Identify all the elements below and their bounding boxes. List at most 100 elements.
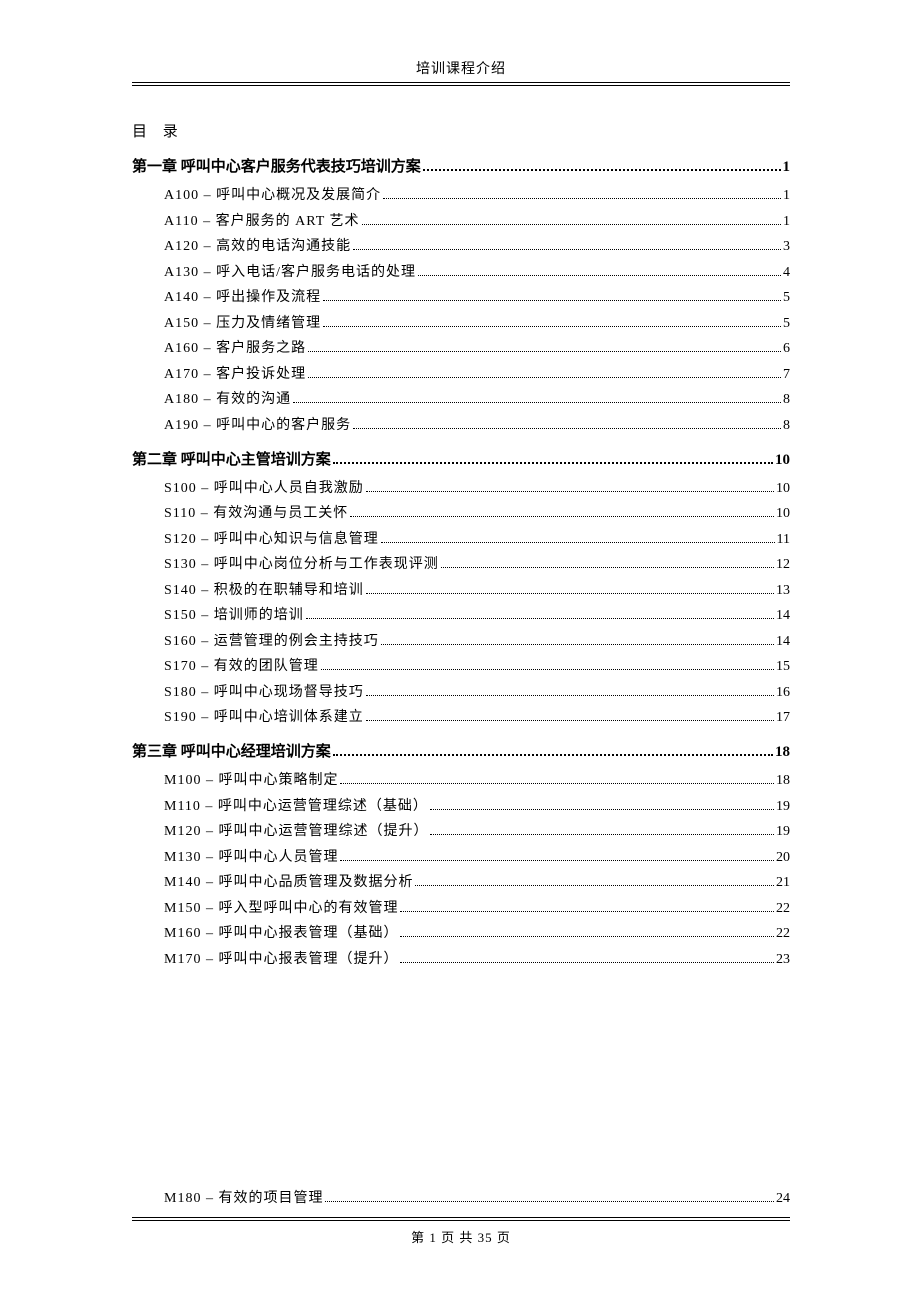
toc-dots: [308, 339, 781, 352]
toc-entry: S170 – 有效的团队管理15: [164, 655, 790, 675]
toc-entry: M100 – 呼叫中心策略制定18: [164, 769, 790, 789]
toc-entry-label: S150 – 培训师的培训: [164, 604, 304, 624]
toc-entry-page: 14: [776, 608, 790, 624]
toc-entry: A120 – 高效的电话沟通技能 3: [164, 235, 790, 255]
toc-entry: S160 – 运营管理的例会主持技巧14: [164, 630, 790, 650]
footer-rule: [132, 1217, 790, 1221]
toc-entry: S140 – 积极的在职辅导和培训13: [164, 579, 790, 599]
toc-chapter: 第二章 呼叫中心主管培训方案 10: [132, 448, 790, 469]
toc-entry: S100 – 呼叫中心人员自我激励 10: [164, 477, 790, 497]
toc-entry-label: M180 – 有效的项目管理: [164, 1187, 323, 1207]
toc-chapter-label: 第一章 呼叫中心客户服务代表技巧培训方案: [132, 155, 421, 176]
toc-entry-page: 22: [776, 901, 790, 917]
toc-chapter: 第一章 呼叫中心客户服务代表技巧培训方案 1: [132, 155, 790, 176]
toc-entry: M150 – 呼入型呼叫中心的有效管理22: [164, 897, 790, 917]
toc-entry-page: 3: [783, 239, 790, 255]
toc-chapter-page: 10: [775, 452, 790, 469]
toc-entry-page: 16: [776, 685, 790, 701]
toc-entry-label: M110 – 呼叫中心运营管理综述（基础）: [164, 795, 428, 815]
toc-dots: [430, 822, 774, 835]
toc-entry-label: M140 – 呼叫中心品质管理及数据分析: [164, 871, 413, 891]
toc-entry-page: 10: [776, 506, 790, 522]
toc-chapter-page: 1: [783, 159, 791, 176]
toc-entry-page: 22: [776, 926, 790, 942]
toc-entry: M170 – 呼叫中心报表管理（提升） 23: [164, 948, 790, 968]
toc-entry-label: A160 – 客户服务之路: [164, 337, 306, 357]
toc-dots: [366, 581, 774, 594]
toc-entry: A140 – 呼出操作及流程5: [164, 286, 790, 306]
toc-entry-page: 23: [776, 952, 790, 968]
toc-entry-page: 4: [783, 265, 790, 281]
toc-entry-page: 5: [783, 290, 790, 306]
toc-dots: [381, 530, 775, 543]
toc-entry-label: A120 – 高效的电话沟通技能: [164, 235, 351, 255]
toc-chapter-label: 第二章 呼叫中心主管培训方案: [132, 448, 331, 469]
header-title: 培训课程介绍: [132, 58, 790, 78]
toc-entry-label: S170 – 有效的团队管理: [164, 655, 319, 675]
toc-entry: M130 – 呼叫中心人员管理 20: [164, 846, 790, 866]
toc-entry-page: 1: [783, 188, 790, 204]
toc-entry: A130 – 呼入电话/客户服务电话的处理 4: [164, 261, 790, 281]
toc-dots: [383, 186, 781, 199]
toc-entry: A100 – 呼叫中心概况及发展简介 1: [164, 184, 790, 204]
toc-entry-label: A130 – 呼入电话/客户服务电话的处理: [164, 261, 416, 281]
toc-entry: S180 – 呼叫中心现场督导技巧 16: [164, 681, 790, 701]
page: 培训课程介绍 目 录 第一章 呼叫中心客户服务代表技巧培训方案1A100 – 呼…: [0, 0, 920, 1302]
toc-chapter-label: 第三章 呼叫中心经理培训方案: [132, 740, 331, 761]
toc-dots: [333, 741, 773, 757]
toc-entry-label: A190 – 呼叫中心的客户服务: [164, 414, 351, 434]
header-rule: [132, 82, 790, 86]
toc-entry: A190 – 呼叫中心的客户服务 8: [164, 414, 790, 434]
toc-entry-page: 7: [783, 367, 790, 383]
toc-entry-page: 19: [776, 799, 790, 815]
toc-dots: [418, 263, 781, 276]
toc-entry-page: 10: [776, 481, 790, 497]
toc-entry-label: M130 – 呼叫中心人员管理: [164, 846, 338, 866]
toc-dots: [400, 899, 774, 912]
toc-entry-page: 19: [776, 824, 790, 840]
toc-entry: M110 – 呼叫中心运营管理综述（基础） 19: [164, 795, 790, 815]
toc-dots: [350, 504, 774, 517]
toc-dots: [340, 771, 774, 784]
toc-entry-label: A180 – 有效的沟通: [164, 388, 291, 408]
toc-entry-page: 21: [776, 875, 790, 891]
toc-entry-page: 20: [776, 850, 790, 866]
toc-entry: A150 – 压力及情绪管理 5: [164, 312, 790, 332]
toc-entry-label: M100 – 呼叫中心策略制定: [164, 769, 338, 789]
toc-dots: [333, 448, 773, 464]
toc-entry-label: S110 – 有效沟通与员工关怀: [164, 502, 348, 522]
toc-entry-label: S180 – 呼叫中心现场督导技巧: [164, 681, 364, 701]
toc-dots: [400, 924, 774, 937]
toc-chapter-page: 18: [775, 744, 790, 761]
toc-dots: [423, 156, 781, 172]
toc-body: 第一章 呼叫中心客户服务代表技巧培训方案 1 A100 – 呼叫中心概况及发展简介 1…: [132, 155, 790, 968]
toc-entry-page: 5: [783, 316, 790, 332]
toc-entry-page: 8: [783, 418, 790, 434]
toc-entry-label: A150 – 压力及情绪管理: [164, 312, 321, 332]
toc-entry-label: M160 – 呼叫中心报表管理（基础）: [164, 922, 398, 942]
toc-entry: S110 – 有效沟通与员工关怀 10: [164, 502, 790, 522]
toc-entry-label: S140 – 积极的在职辅导和培训: [164, 579, 364, 599]
toc-dots: [306, 606, 774, 619]
toc-entry: A110 – 客户服务的 ART 艺术 1: [164, 210, 790, 230]
toc-entry: A170 – 客户投诉处理7: [164, 363, 790, 383]
toc-dots: [323, 288, 781, 301]
toc-entry-label: S100 – 呼叫中心人员自我激励: [164, 477, 364, 497]
toc-entry-label: M170 – 呼叫中心报表管理（提升）: [164, 948, 398, 968]
toc-chapter: 第三章 呼叫中心经理培训方案 18: [132, 740, 790, 761]
toc-dots: [321, 657, 774, 670]
toc-dots: [308, 365, 781, 378]
toc-dots: [293, 390, 781, 403]
toc-dots: [366, 683, 774, 696]
toc-entry-label: A110 – 客户服务的 ART 艺术: [164, 210, 360, 230]
toc-heading: 目 录: [132, 120, 790, 141]
toc-entry: M180 – 有效的项目管理 24: [164, 1187, 790, 1207]
toc-entry-page: 14: [776, 634, 790, 650]
toc-entry-label: A100 – 呼叫中心概况及发展简介: [164, 184, 381, 204]
toc-entry-label: S120 – 呼叫中心知识与信息管理: [164, 528, 379, 548]
toc-dots: [415, 873, 774, 886]
toc-entry-page: 1: [783, 214, 790, 230]
toc-dots: [430, 797, 774, 810]
footer-text: 第 1 页 共 35 页: [132, 1227, 790, 1246]
toc-dots: [400, 950, 774, 963]
